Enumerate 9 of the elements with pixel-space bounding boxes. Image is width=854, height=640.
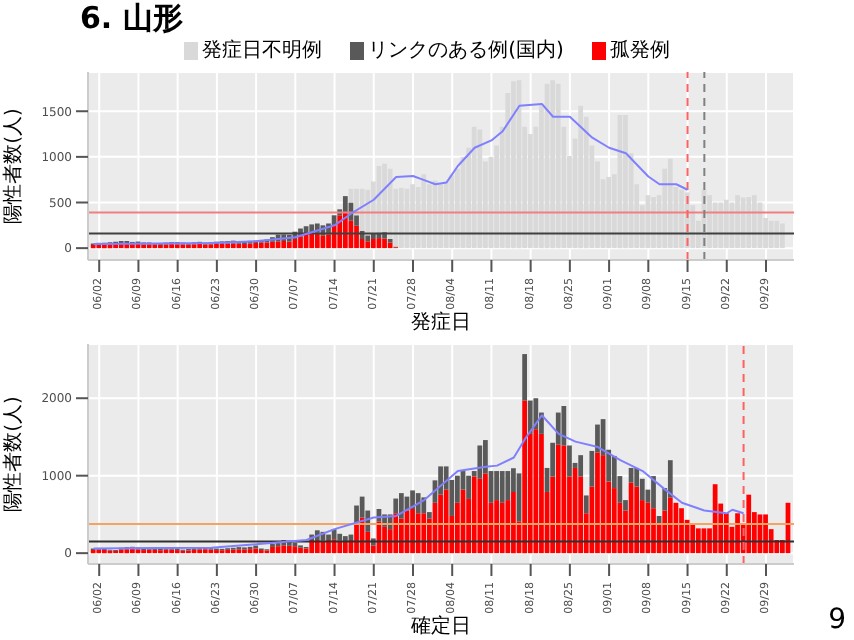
text: 9: [828, 604, 846, 636]
legend-label: リンクのある例(国内): [368, 37, 564, 64]
x-axis-title: 確定日: [409, 616, 473, 640]
chart-title: 6. 山形: [78, 0, 185, 36]
y-axis-title: 陽性者数(人): [1, 108, 26, 224]
y-axis-title: 陽性者数(人): [1, 396, 26, 512]
legend-label: 孤発例: [609, 38, 670, 64]
x-axis-title: 発症日: [409, 312, 473, 336]
legend-label: 発症日不明例: [202, 37, 323, 64]
